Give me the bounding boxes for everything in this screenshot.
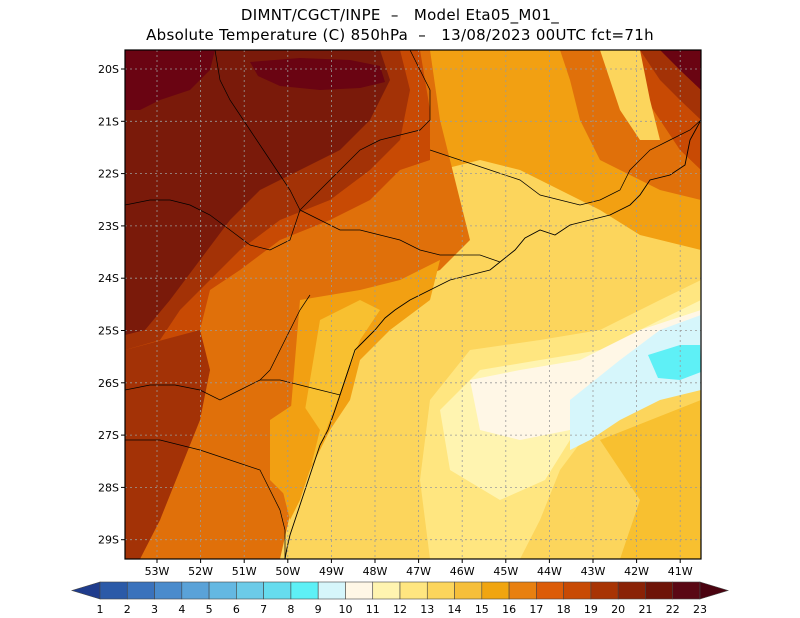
colorbar-label: 6 [233, 603, 240, 616]
colorbar-label: 8 [287, 603, 294, 616]
lat-label: 24S [98, 272, 119, 285]
colorbar-segment [508, 581, 537, 600]
colorbar-segment [481, 581, 510, 600]
map-fields [125, 50, 701, 559]
field-n-23 [250, 58, 385, 90]
colorbar-segment [208, 581, 237, 600]
lon-label: 42W [624, 565, 649, 578]
lon-label: 46W [450, 565, 475, 578]
colorbar-segment [672, 581, 701, 600]
lat-label: 23S [98, 220, 119, 233]
colorbar-label: 3 [151, 603, 158, 616]
colorbar-label: 2 [124, 603, 131, 616]
colorbar-segment [645, 581, 674, 600]
colorbar-label: 7 [260, 603, 267, 616]
colorbar-segment [372, 581, 401, 600]
colorbar-arrow-left [70, 581, 101, 600]
colorbar-label: 17 [529, 603, 543, 616]
chart-title-line-2: Absolute Temperature (C) 850hPa – 13/08/… [146, 26, 654, 44]
field-cold-9 [648, 345, 701, 380]
colorbar-segment [617, 581, 646, 600]
lon-label: 48W [363, 565, 388, 578]
colorbar-label: 14 [448, 603, 462, 616]
lat-label: 22S [98, 168, 119, 181]
colorbar-label: 1 [97, 603, 104, 616]
colorbar-label: 10 [338, 603, 352, 616]
lat-label: 25S [98, 325, 119, 338]
colorbar-label: 19 [584, 603, 598, 616]
field-se-17 [600, 400, 701, 559]
colorbar-label: 12 [393, 603, 407, 616]
field-13 [470, 310, 701, 440]
chart-title-line-1: DIMNT/CGCT/INPE – Model Eta05_M01_ [240, 6, 560, 24]
lon-label: 43W [581, 565, 606, 578]
lon-label: 44W [537, 565, 562, 578]
colorbar-label: 11 [366, 603, 380, 616]
colorbar-label: 20 [611, 603, 625, 616]
field-nw-23 [125, 50, 215, 110]
grid [125, 50, 701, 559]
lon-label: 49W [319, 565, 344, 578]
colorbar-label: 9 [315, 603, 322, 616]
colorbar-segment [99, 581, 128, 600]
colorbar-segment [154, 581, 183, 600]
field-ne-ridge [600, 50, 660, 140]
colorbar-label: 21 [638, 603, 652, 616]
colorbar-segment [236, 581, 264, 600]
lat-label: 26S [98, 377, 119, 390]
lon-label: 45W [493, 565, 518, 578]
colorbar-label: 23 [693, 603, 707, 616]
colorbar-arrow-right [699, 581, 730, 600]
colorbar-segment [263, 581, 292, 600]
lon-label: 47W [406, 565, 431, 578]
lon-label: 52W [188, 565, 213, 578]
state-borders [125, 50, 701, 559]
lon-label: 41W [668, 565, 693, 578]
colorbar-segment [290, 581, 319, 600]
colorbar-segment [399, 581, 428, 600]
field-sw-21 [125, 330, 210, 559]
colorbar-segment [345, 581, 374, 600]
lat-axis: 20S 21S 22S 23S 24S 25S 26S 27S 28S 29S [98, 63, 125, 547]
lat-label: 27S [98, 429, 119, 442]
lon-label: 51W [232, 565, 257, 578]
colorbar-label: 22 [666, 603, 680, 616]
colorbar: 1 2 3 4 5 6 7 8 9 10 11 12 13 14 15 16 17 18 19 20 21 22 23 [70, 581, 730, 616]
colorbar-label: 16 [502, 603, 516, 616]
colorbar-segment [536, 581, 564, 600]
colorbar-segment [317, 581, 346, 600]
colorbar-label: 18 [557, 603, 571, 616]
colorbar-segment [126, 581, 155, 600]
lon-axis: 53W 52W 51W 50W 49W 48W 47W 46W 45W 44W 43W 42W 41W [145, 559, 693, 578]
colorbar-segment [426, 581, 455, 600]
colorbar-segment [590, 581, 619, 600]
lon-label: 53W [145, 565, 170, 578]
colorbar-segment [454, 581, 483, 600]
lat-label: 28S [98, 481, 119, 494]
colorbar-label: 5 [206, 603, 213, 616]
lon-label: 50W [275, 565, 300, 578]
map-frame [124, 49, 702, 560]
colorbar-label: 4 [178, 603, 185, 616]
lat-label: 21S [98, 115, 119, 128]
field-sw-17 [270, 400, 320, 500]
lat-label: 20S [98, 63, 119, 76]
colorbar-segment [563, 581, 592, 600]
lat-label: 29S [98, 534, 119, 547]
colorbar-segment [181, 581, 210, 600]
coastline [284, 119, 701, 559]
colorbar-label: 15 [475, 603, 489, 616]
colorbar-label: 13 [420, 603, 434, 616]
